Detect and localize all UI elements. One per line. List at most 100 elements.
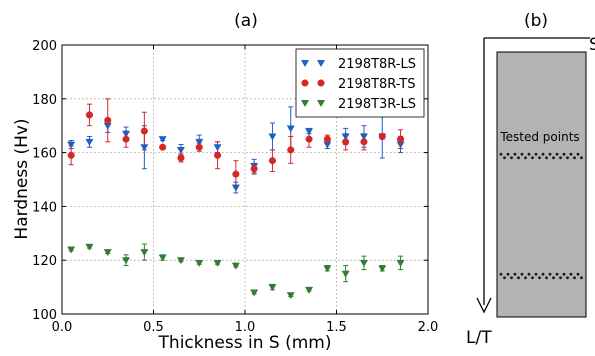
legend-items <box>300 60 326 108</box>
tested-point <box>534 272 538 276</box>
data-point <box>268 284 277 292</box>
legend-marker <box>300 60 310 68</box>
panel-a-label: (a) <box>234 11 258 31</box>
data-point <box>195 259 204 267</box>
data-point <box>85 111 93 119</box>
data-point <box>140 127 148 135</box>
tested-points-label: Tested points <box>499 130 579 144</box>
tested-point <box>548 152 552 156</box>
tested-point <box>499 152 503 156</box>
tested-points <box>499 152 583 280</box>
lt-direction-label: L/T <box>466 328 492 348</box>
tested-point <box>545 156 548 160</box>
tested-point <box>520 152 524 156</box>
tested-point <box>527 272 531 276</box>
data-point <box>231 262 240 270</box>
data-point <box>286 292 295 300</box>
x-tick-label: 2.0 <box>418 320 439 335</box>
tested-point <box>538 156 541 160</box>
tested-point <box>531 276 534 280</box>
tested-point <box>520 272 524 276</box>
data-point <box>231 184 240 192</box>
tested-point <box>506 152 510 156</box>
data-point <box>397 135 405 143</box>
data-point <box>286 125 295 133</box>
tested-point <box>517 276 520 280</box>
legend-label-2: 2198T8R-TS <box>338 77 416 92</box>
data-point <box>359 133 368 141</box>
data-point <box>103 122 112 130</box>
x-tick-label: 1.0 <box>235 320 256 335</box>
data-point <box>323 141 332 149</box>
data-point <box>158 136 167 144</box>
tested-point <box>580 156 583 160</box>
tested-point <box>524 156 527 160</box>
data-point <box>67 151 75 159</box>
data-point <box>341 133 350 141</box>
data-point <box>305 128 314 136</box>
tested-point <box>541 152 545 156</box>
data-point <box>195 138 204 146</box>
tested-point <box>562 272 566 276</box>
data-point <box>378 265 387 273</box>
x-tick-label: 1.5 <box>326 320 347 335</box>
x-tick-label: 0.5 <box>143 320 164 335</box>
data-point <box>287 146 295 154</box>
data-point <box>195 143 203 151</box>
tested-point <box>555 272 559 276</box>
data-point <box>378 132 386 141</box>
tested-point <box>562 152 566 156</box>
tested-point <box>534 152 538 156</box>
data-point <box>268 157 277 165</box>
y-tick-label: 120 <box>32 254 57 269</box>
tested-point <box>566 276 569 280</box>
y-axis-ticks: 100 120 140 160 180 200 <box>32 39 428 323</box>
s-direction-label: S <box>589 35 595 55</box>
tested-point <box>538 276 541 280</box>
tested-point <box>559 276 562 280</box>
legend-marker <box>316 60 326 68</box>
tested-point <box>499 272 503 276</box>
data-point <box>323 135 331 143</box>
tested-point <box>548 272 552 276</box>
x-tick-label: 0.0 <box>52 320 73 335</box>
data-point <box>250 289 259 297</box>
tested-point <box>503 156 506 160</box>
tested-point <box>527 152 531 156</box>
tested-point <box>524 276 527 280</box>
tested-point <box>517 156 520 160</box>
tested-point <box>513 152 517 156</box>
y-tick-label: 100 <box>32 308 57 323</box>
legend: 2198T8R-LS 2198T8R-TS 2198T3R-LS <box>295 48 425 118</box>
panel-b-label: (b) <box>524 11 548 31</box>
tested-point <box>552 156 555 160</box>
data-markers <box>67 111 405 300</box>
data-point <box>341 270 350 278</box>
tested-point <box>506 272 510 276</box>
panel-a: (a) 0.0 0.5 1.0 1.5 2.0 100 120 140 160 180 200 T… <box>12 11 438 353</box>
tested-point <box>573 156 576 160</box>
x-axis-label: Thickness in S (mm) <box>158 333 332 353</box>
tested-point <box>552 276 555 280</box>
tested-point <box>531 156 534 160</box>
data-point <box>305 135 313 143</box>
data-point <box>250 165 258 173</box>
data-point <box>232 170 240 178</box>
data-point <box>268 133 277 141</box>
data-point <box>305 286 314 294</box>
data-point <box>159 143 167 151</box>
specimen-strip <box>496 51 587 318</box>
y-axis-label: Hardness (Hv) <box>12 118 32 239</box>
data-point <box>140 249 149 257</box>
data-point <box>213 259 222 267</box>
data-point <box>323 265 332 273</box>
legend-marker <box>300 100 310 108</box>
legend-marker <box>316 100 326 108</box>
tested-point <box>510 156 513 160</box>
data-point <box>140 144 149 152</box>
data-point <box>177 154 185 162</box>
tested-point <box>503 276 506 280</box>
tested-point <box>566 156 569 160</box>
data-point <box>396 259 405 267</box>
